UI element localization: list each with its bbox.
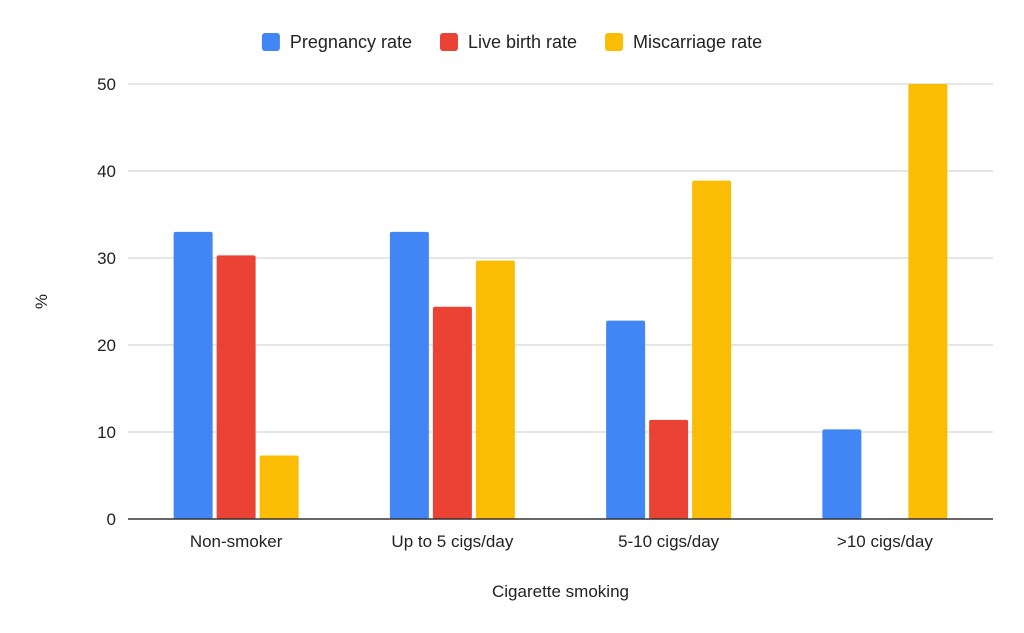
bar-pregnancy-rate <box>173 231 213 519</box>
legend-item: Pregnancy rate <box>261 32 412 52</box>
legend: Pregnancy rate Live birth rate Miscarriage… <box>261 32 762 52</box>
bar-miscarriage-rate <box>908 84 948 519</box>
bar-pregnancy-rate <box>606 320 646 519</box>
bar-miscarriage-rate <box>475 260 515 519</box>
y-tick-label: 10 <box>97 423 116 442</box>
bar-miscarriage-rate <box>692 180 732 519</box>
y-axis-ticks: 0 10 20 30 40 50 <box>97 75 116 529</box>
legend-item: Live birth rate <box>439 32 577 52</box>
x-axis-ticks: Non-smoker Up to 5 cigs/day 5-10 cigs/day >… <box>190 532 934 551</box>
legend-swatch <box>605 33 624 51</box>
legend-item: Miscarriage rate <box>605 32 762 52</box>
x-tick-label: Non-smoker <box>190 532 283 551</box>
y-tick-label: 40 <box>97 162 116 181</box>
legend-label: Miscarriage rate <box>633 32 762 52</box>
bar-pregnancy-rate <box>822 429 862 519</box>
bar-pregnancy-rate <box>389 231 429 519</box>
legend-swatch <box>261 33 280 51</box>
bar-miscarriage-rate <box>259 455 299 519</box>
gridlines <box>128 83 993 433</box>
bars <box>173 84 948 519</box>
bar-live-birth-rate <box>649 419 689 519</box>
x-tick-label: 5-10 cigs/day <box>618 532 720 551</box>
bar-live-birth-rate <box>432 306 472 519</box>
x-axis-title: Cigarette smoking <box>492 582 629 601</box>
y-tick-label: 20 <box>97 336 116 355</box>
legend-swatch <box>439 33 458 51</box>
x-tick-label: Up to 5 cigs/day <box>391 532 513 551</box>
bar-live-birth-rate <box>216 255 256 519</box>
y-tick-label: 30 <box>97 249 116 268</box>
legend-label: Live birth rate <box>468 32 577 52</box>
x-tick-label: >10 cigs/day <box>837 532 933 551</box>
y-tick-label: 50 <box>97 75 116 94</box>
y-axis-title: % <box>32 294 51 309</box>
y-tick-label: 0 <box>107 510 116 529</box>
legend-label: Pregnancy rate <box>290 32 412 52</box>
